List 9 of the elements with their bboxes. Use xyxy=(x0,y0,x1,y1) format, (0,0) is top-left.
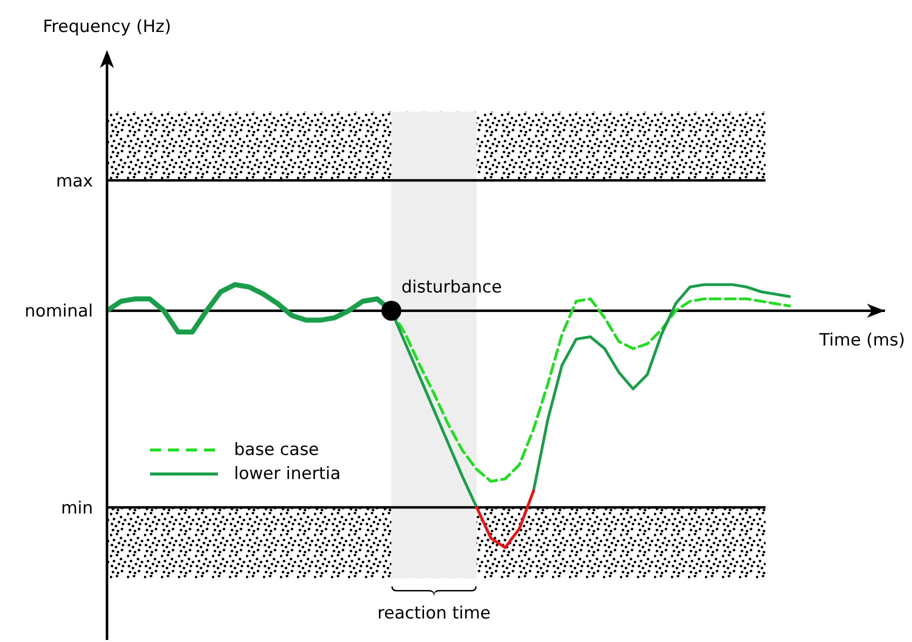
text: Frequency (Hz) xyxy=(42,17,172,37)
legend-label: base case xyxy=(234,440,320,460)
annotation: disturbance xyxy=(401,278,502,298)
x-axis-title: Time (ms) xyxy=(818,330,905,351)
legend-label: lower inertia xyxy=(234,464,341,484)
ref-line-label: max xyxy=(56,171,93,192)
text: reaction time xyxy=(377,603,491,624)
ref-line-label: min xyxy=(60,498,93,518)
ref-line-label: nominal xyxy=(24,302,93,322)
